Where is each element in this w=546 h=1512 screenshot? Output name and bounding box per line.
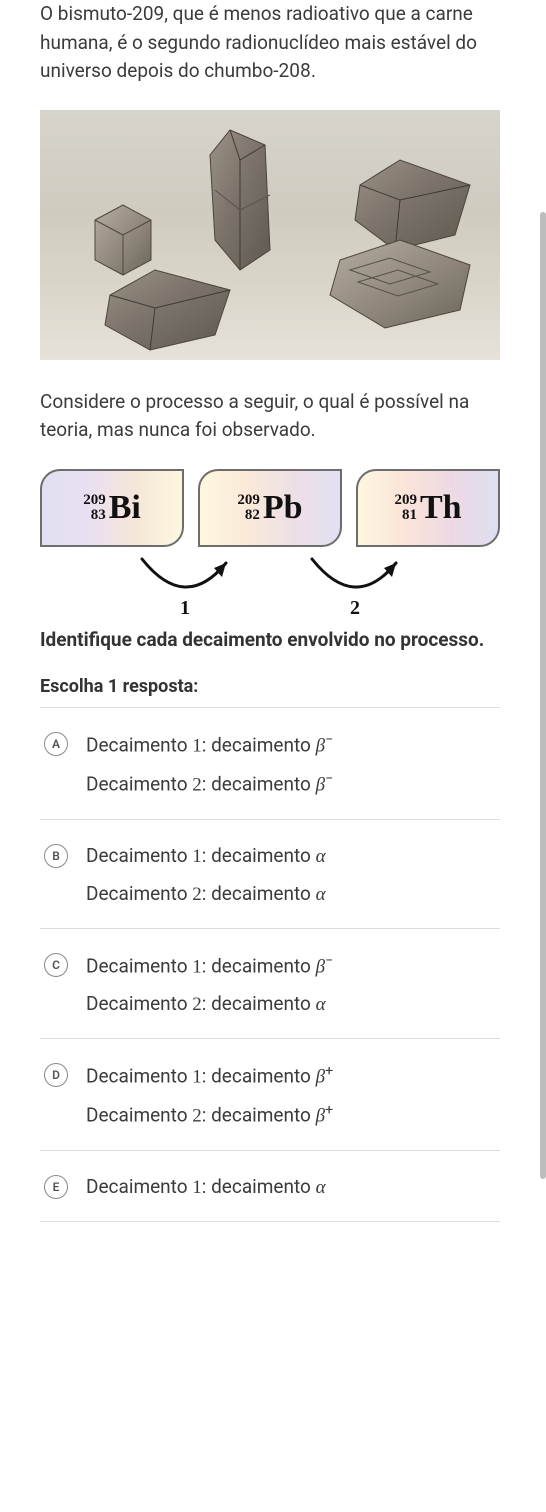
option-line: Decaimento 1: decaimento α (86, 844, 496, 868)
choose-one-label: Escolha 1 resposta: (40, 676, 500, 697)
nuclide-card-pb: 20982Pb (198, 469, 342, 547)
option-line: Decaimento 2: decaimento α (86, 882, 496, 906)
option-body: Decaimento 1: decaimento α (86, 1169, 496, 1203)
radio-d[interactable]: D (44, 1063, 68, 1087)
arrow-icon (130, 553, 240, 595)
decay-arrow-2: 2 (300, 553, 410, 620)
question-content: O bismuto-209, que é menos radioativo qu… (0, 0, 540, 1242)
scrollbar-thumb[interactable] (540, 212, 546, 1180)
arrow-icon (300, 553, 410, 595)
question-text: Identifique cada decaimento envolvido no… (40, 626, 500, 655)
option-body: Decaimento 1: decaimento α Decaimento 2: … (86, 838, 496, 910)
radio-a[interactable]: A (44, 732, 68, 756)
option-line: Decaimento 1: decaimento β− (86, 732, 496, 757)
radio-b[interactable]: B (44, 844, 68, 868)
option-line: Decaimento 1: decaimento β− (86, 953, 496, 978)
option-line: Decaimento 2: decaimento β− (86, 771, 496, 796)
radio-c[interactable]: C (44, 953, 68, 977)
answer-options: A Decaimento 1: decaimento β− Decaimento 2… (40, 707, 500, 1222)
decay-arrow-row: 1 2 (40, 553, 500, 620)
intro-num-1: 209 (132, 2, 164, 25)
nuclide-card-th: 20981Th (356, 469, 500, 547)
option-body: Decaimento 1: decaimento β+ Decaimento 2:… (86, 1057, 496, 1132)
intro-paragraph: O bismuto-209, que é menos radioativo qu… (40, 0, 500, 86)
consider-paragraph: Considere o processo a seguir, o qual é … (40, 388, 500, 445)
option-body: Decaimento 1: decaimento β− Decaimento 2:… (86, 726, 496, 801)
nuclide-card-bi: 20983Bi (40, 469, 184, 547)
intro-num-2: 208 (279, 59, 311, 82)
option-body: Decaimento 1: decaimento β− Decaimento 2:… (86, 947, 496, 1020)
option-line: Decaimento 1: decaimento β+ (86, 1063, 496, 1088)
decay-arrow-1: 1 (130, 553, 240, 620)
bismuth-illustration (40, 110, 500, 360)
radio-e[interactable]: E (44, 1175, 68, 1199)
answer-option-e[interactable]: E Decaimento 1: decaimento α (40, 1151, 500, 1222)
intro-text-after: . (311, 59, 316, 82)
bismuth-photo (40, 110, 500, 360)
answer-option-a[interactable]: A Decaimento 1: decaimento β− Decaimento 2… (40, 708, 500, 820)
answer-option-b[interactable]: B Decaimento 1: decaimento α Decaimento 2:… (40, 820, 500, 929)
option-line: Decaimento 2: decaimento β+ (86, 1102, 496, 1127)
decay-arrow-1-label: 1 (180, 597, 190, 620)
answer-option-d[interactable]: D Decaimento 1: decaimento β+ Decaimento 2… (40, 1039, 500, 1151)
option-line: Decaimento 2: decaimento α (86, 992, 496, 1016)
answer-option-c[interactable]: C Decaimento 1: decaimento β− Decaimento 2… (40, 929, 500, 1039)
intro-text-before: O bismuto- (40, 2, 132, 25)
option-line: Decaimento 1: decaimento α (86, 1175, 496, 1199)
scrollbar-track[interactable] (540, 0, 546, 1512)
nuclide-row: 20983Bi20982Pb20981Th (40, 469, 500, 547)
decay-arrow-2-label: 2 (350, 597, 360, 620)
